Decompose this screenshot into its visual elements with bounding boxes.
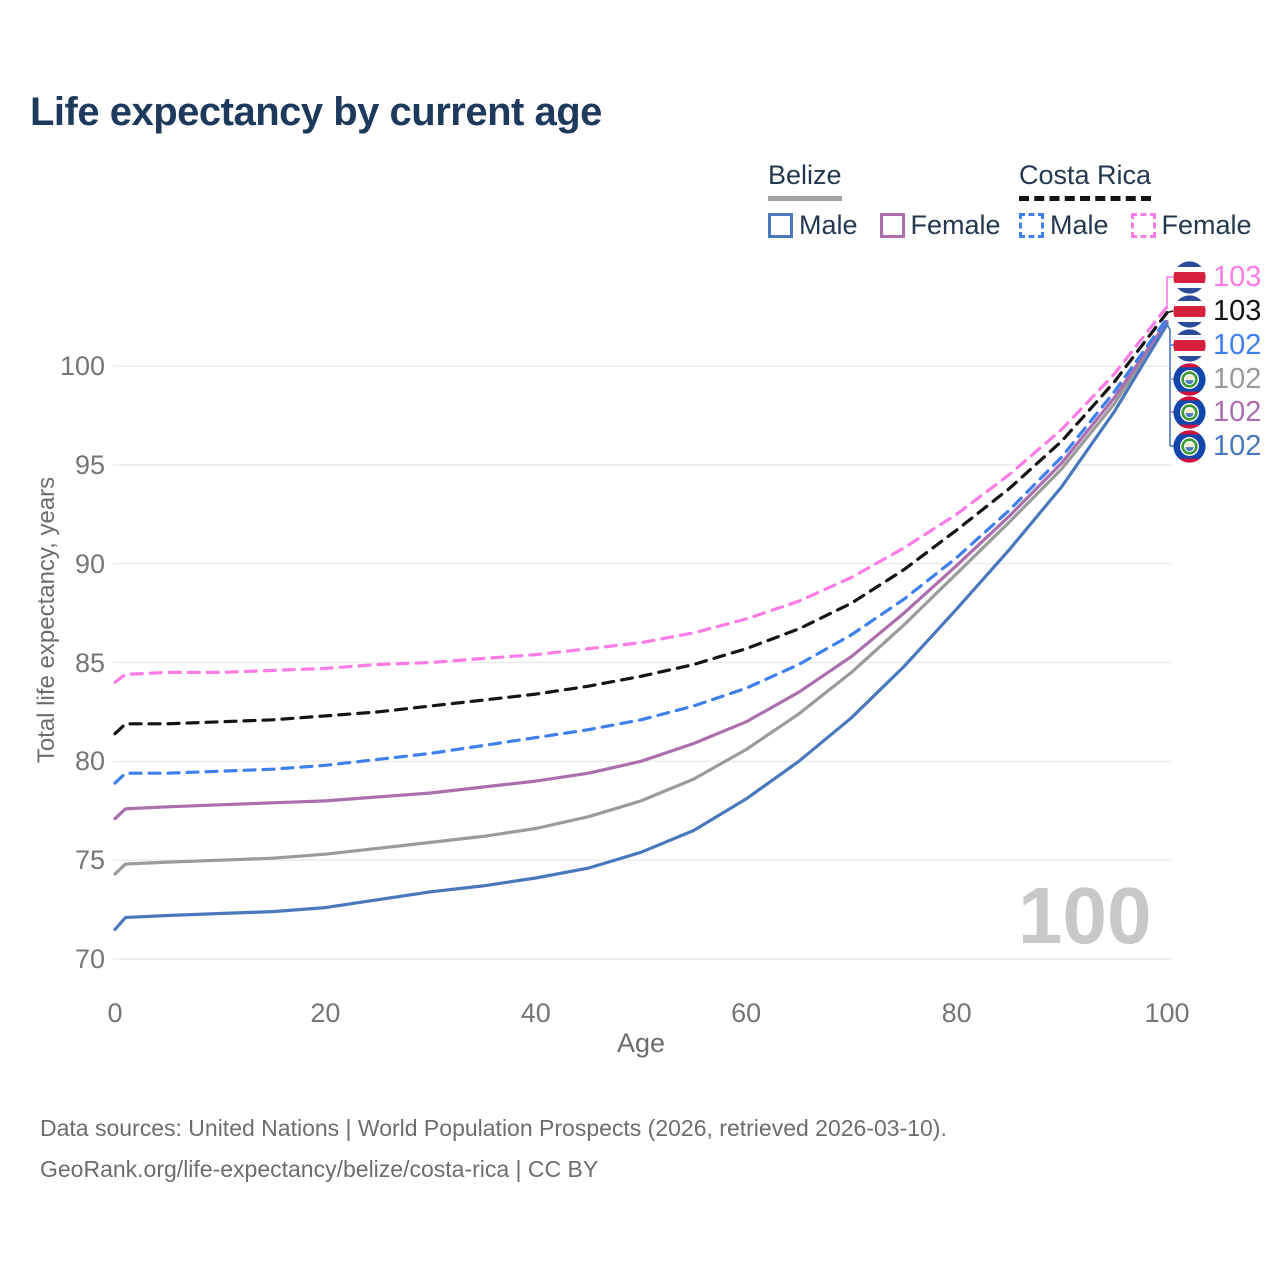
- costa-rica-flag-icon: [1173, 261, 1206, 294]
- end-label-value: 102: [1213, 430, 1262, 462]
- legend-swatch-icon: [768, 213, 793, 238]
- legend-item-costa-rica-male[interactable]: Male: [1019, 210, 1109, 241]
- belize-flag-icon: [1173, 363, 1206, 396]
- end-label-value: 103: [1213, 295, 1262, 327]
- legend-item-belize-female[interactable]: Female: [879, 210, 1001, 241]
- legend-items-row: Male Female: [768, 210, 1001, 241]
- end-label-row-costa-rica-male: 102: [1173, 329, 1261, 362]
- x-tick-label-20: 20: [310, 998, 341, 1028]
- x-axis-title: Age: [616, 1028, 666, 1058]
- series-line-belize-both-sexes[interactable]: [113, 320, 1169, 876]
- legend-swatch-icon: [879, 213, 905, 238]
- y-tick-label-70: 70: [74, 944, 105, 974]
- footer-attribution: GeoRank.org/life-expectancy/belize/costa…: [40, 1156, 599, 1182]
- belize-flag-icon: [1173, 396, 1206, 429]
- legend-swatch-icon: [1130, 213, 1156, 238]
- x-tick-label-80: 80: [941, 998, 972, 1028]
- end-label-value: 102: [1213, 396, 1262, 428]
- end-label-connector-0: [1166, 276, 1173, 307]
- belize-flag-icon: [1173, 430, 1206, 463]
- legend-heading-costa-rica[interactable]: Costa Rica: [1019, 160, 1152, 201]
- series-line-costa-rica-female[interactable]: [113, 305, 1169, 684]
- legend-group-costa-rica: Costa Rica Male Female: [1019, 160, 1252, 241]
- x-tick-label-100: 100: [1144, 998, 1190, 1028]
- x-tick-label-40: 40: [520, 998, 551, 1028]
- series-line-belize-male[interactable]: [113, 322, 1169, 931]
- legend-swatch-icon: [1019, 213, 1044, 238]
- costa-rica-flag-icon: [1173, 329, 1206, 362]
- y-tick-label-90: 90: [74, 548, 105, 579]
- series-line-belize-female[interactable]: [113, 319, 1169, 821]
- series-line-costa-rica-male[interactable]: [113, 317, 1169, 785]
- y-tick-label-85: 85: [74, 647, 105, 678]
- age-watermark: 100: [1018, 871, 1152, 960]
- end-label-row-costa-rica-female: 103: [1173, 261, 1261, 294]
- y-tick-label-95: 95: [74, 449, 105, 480]
- legend-item-costa-rica-female[interactable]: Female: [1130, 210, 1252, 241]
- legend-item-label: Male: [799, 210, 858, 240]
- legend-item-label: Female: [910, 210, 1001, 240]
- end-label-value: 103: [1213, 261, 1262, 293]
- end-label-connector-1: [1165, 310, 1174, 314]
- costa-rica-flag-icon: [1173, 295, 1206, 328]
- y-tick-label-75: 75: [74, 845, 105, 876]
- end-label-value: 102: [1213, 329, 1262, 361]
- end-label-row-belize-both-sexes: 102: [1173, 363, 1261, 396]
- legend-item-label: Female: [1161, 210, 1252, 240]
- end-label-connector-2: [1166, 323, 1171, 446]
- x-tick-label-60: 60: [731, 998, 762, 1028]
- legend-items-row: Male Female: [1019, 210, 1252, 241]
- footer-data-sources: Data sources: United Nations | World Pop…: [40, 1115, 947, 1141]
- y-tick-label-80: 80: [74, 746, 105, 777]
- legend-item-belize-male[interactable]: Male: [768, 210, 858, 241]
- footer: Data sources: United Nations | World Pop…: [40, 1108, 947, 1190]
- page-title: Life expectancy by current age: [30, 90, 602, 134]
- legend-heading-belize[interactable]: Belize: [768, 160, 842, 201]
- y-tick-label-100: 100: [59, 351, 105, 381]
- series-line-costa-rica-both-sexes[interactable]: [113, 311, 1169, 736]
- end-label-value: 102: [1213, 363, 1262, 395]
- legend-item-label: Male: [1050, 210, 1109, 240]
- end-label-row-belize-female: 102: [1173, 396, 1261, 429]
- legend-group-belize: Belize Male Female: [768, 160, 1001, 241]
- end-label-row-belize-male: 102: [1173, 430, 1261, 463]
- y-axis-title: Total life expectancy, years: [33, 476, 60, 764]
- x-tick-label-0: 0: [107, 998, 123, 1028]
- end-label-row-costa-rica-both-sexes: 103: [1173, 295, 1261, 328]
